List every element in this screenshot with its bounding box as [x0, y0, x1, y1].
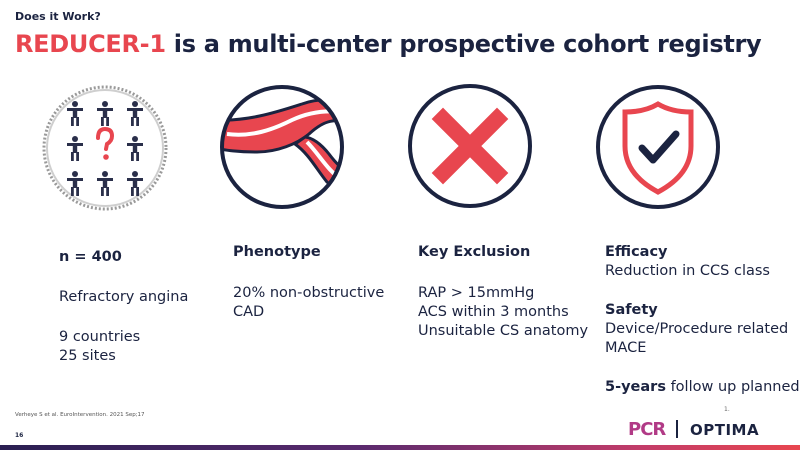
- sites-text: 25 sites: [59, 348, 116, 364]
- followup-rest: follow up planned: [665, 379, 800, 395]
- countries-text: 9 countries: [59, 329, 141, 345]
- page-title: REDUCER-1 is a multi-center prospective …: [15, 30, 762, 58]
- followup-text: 5-years follow up planned: [605, 378, 800, 397]
- red-x-icon: [405, 81, 535, 211]
- people-group-question-icon: [40, 83, 170, 213]
- logo-divider: [676, 420, 678, 438]
- footer-logos: PCR OPTIMA: [600, 417, 800, 443]
- small-mark: 1.: [724, 406, 730, 413]
- artery-plaque-icon: [217, 82, 347, 212]
- shield-check-icon: [593, 82, 723, 212]
- citation: Verheye S et al. EuroIntervention. 2021 …: [15, 412, 145, 418]
- phenotype-line2: CAD: [233, 304, 265, 320]
- followup-bold: 5-years: [605, 379, 666, 395]
- population-column: n = 400 Refractory angina 9 countries 25…: [59, 248, 188, 366]
- exclusion-heading: Key Exclusion: [418, 244, 531, 260]
- eyebrow-label: Does it Work?: [15, 10, 101, 23]
- title-highlight: REDUCER-1: [15, 30, 166, 58]
- title-rest: is a multi-center prospective cohort reg…: [165, 30, 762, 58]
- page-number: 16: [15, 432, 24, 439]
- exclusion-line3: Unsuitable CS anatomy: [418, 323, 589, 339]
- bottom-gradient-bar: [0, 445, 800, 450]
- phenotype-column: Phenotype 20% non-obstructive CAD: [233, 243, 384, 322]
- exclusion-line1: RAP > 15mmHg: [418, 285, 535, 301]
- exclusion-column: Key Exclusion RAP > 15mmHg ACS within 3 …: [418, 243, 588, 341]
- phenotype-line1: 20% non-obstructive: [233, 285, 385, 301]
- pcr-logo: PCR: [628, 419, 666, 440]
- safety-heading: Safety: [605, 302, 658, 318]
- optima-logo: OPTIMA: [690, 421, 760, 439]
- endpoints-column: Efficacy Reduction in CCS class Safety D…: [605, 243, 800, 397]
- safety-line1: Device/Procedure related: [605, 321, 789, 337]
- indication-text: Refractory angina: [59, 289, 189, 305]
- phenotype-heading: Phenotype: [233, 244, 321, 260]
- efficacy-heading: Efficacy: [605, 244, 668, 260]
- exclusion-line2: ACS within 3 months: [418, 304, 569, 320]
- efficacy-text: Reduction in CCS class: [605, 263, 770, 279]
- safety-line2: MACE: [605, 340, 647, 356]
- sample-size: n = 400: [59, 249, 122, 265]
